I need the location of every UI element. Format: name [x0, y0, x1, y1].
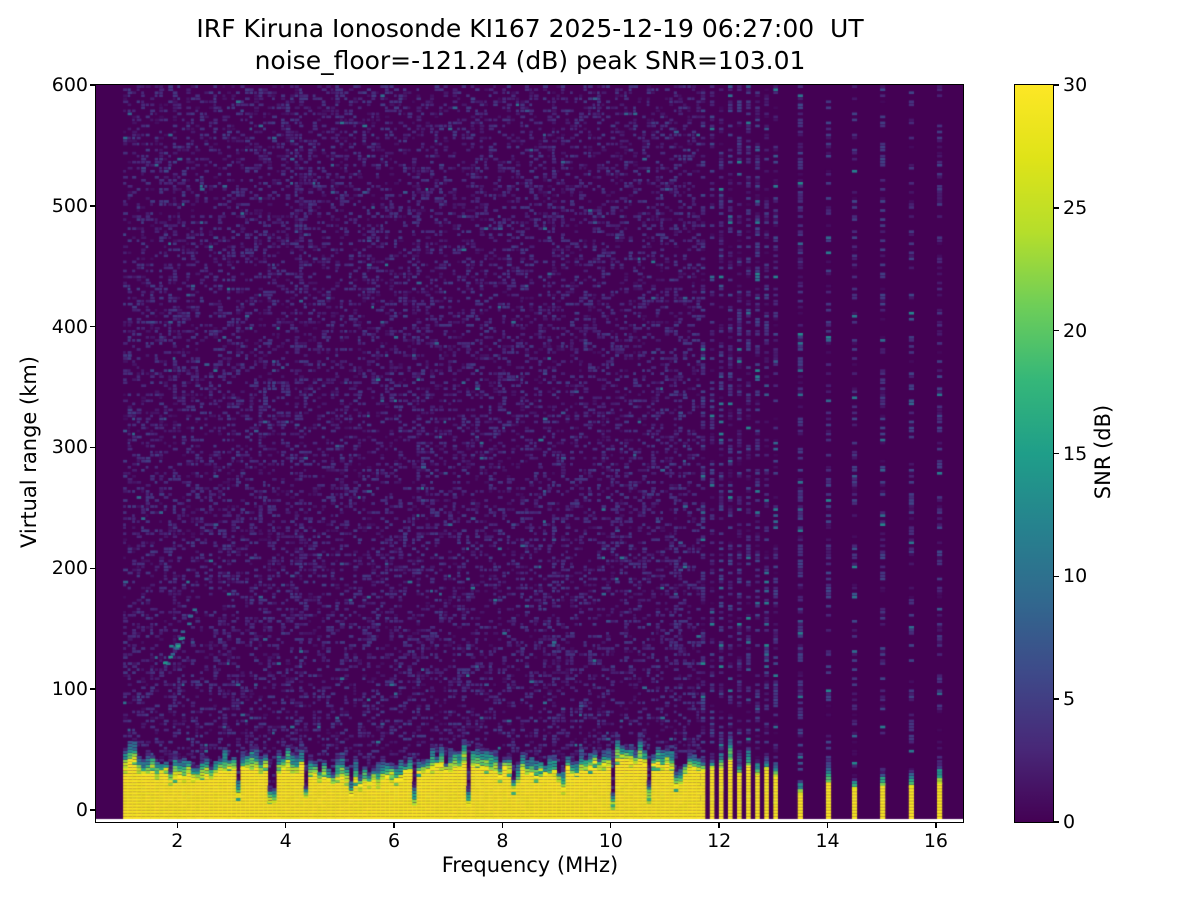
x-tick-mark — [718, 823, 720, 828]
y-tick-label: 200 — [51, 557, 88, 580]
x-tick-label: 4 — [279, 830, 292, 852]
colorbar-tick-mark — [1054, 575, 1059, 578]
colorbar-tick-mark — [1054, 84, 1059, 86]
x-tick-mark — [935, 823, 937, 828]
x-tick-label: 10 — [598, 830, 623, 852]
colorbar-gradient — [1014, 84, 1054, 823]
y-tick-label: 100 — [51, 678, 88, 701]
y-tick-mark — [90, 809, 95, 811]
colorbar-tick-label: 0 — [1063, 811, 1076, 833]
colorbar-tick-mark — [1054, 329, 1059, 332]
colorbar-tick-mark — [1054, 207, 1059, 209]
colorbar-tick-mark — [1054, 821, 1059, 823]
x-tick-label: 6 — [387, 830, 401, 852]
x-tick-label: 16 — [923, 830, 948, 852]
colorbar-tick-label: 30 — [1063, 74, 1088, 96]
colorbar-tick-label: 15 — [1063, 442, 1088, 465]
colorbar-tick-mark — [1054, 452, 1059, 455]
x-tick-mark — [826, 823, 829, 828]
x-tick-label: 2 — [171, 830, 184, 852]
x-tick-mark — [284, 823, 287, 828]
y-tick-mark — [90, 688, 95, 690]
colorbar-tick-label: 10 — [1063, 565, 1088, 588]
y-tick-mark — [90, 567, 95, 569]
colorbar-tick-label: 5 — [1063, 688, 1076, 711]
y-tick-label: 0 — [75, 798, 88, 821]
y-tick-mark — [90, 205, 95, 207]
ionogram-heatmap-canvas — [96, 85, 963, 822]
x-tick-mark — [501, 823, 504, 828]
x-axis-label: Frequency (MHz) — [441, 853, 619, 877]
y-tick-label: 500 — [51, 194, 88, 217]
y-tick-mark — [90, 446, 95, 449]
colorbar-tick-label: 25 — [1063, 196, 1088, 219]
x-tick-label: 14 — [815, 830, 840, 852]
y-tick-mark — [90, 325, 95, 328]
chart-subtitle: noise_floor=-121.24 (dB) peak SNR=103.01 — [254, 46, 806, 75]
y-tick-label: 400 — [51, 315, 88, 338]
x-tick-mark — [610, 823, 612, 828]
x-tick-mark — [393, 823, 395, 828]
y-tick-mark — [90, 84, 95, 86]
y-tick-label: 300 — [51, 436, 88, 459]
x-tick-label: 8 — [496, 830, 509, 852]
colorbar-tick-label: 20 — [1063, 319, 1088, 342]
chart-title: IRF Kiruna Ionosonde KI167 2025-12-19 06… — [196, 14, 864, 43]
x-tick-mark — [176, 823, 178, 828]
colorbar-tick-mark — [1054, 698, 1059, 700]
x-tick-label: 12 — [707, 830, 732, 852]
y-tick-label: 600 — [51, 74, 88, 96]
